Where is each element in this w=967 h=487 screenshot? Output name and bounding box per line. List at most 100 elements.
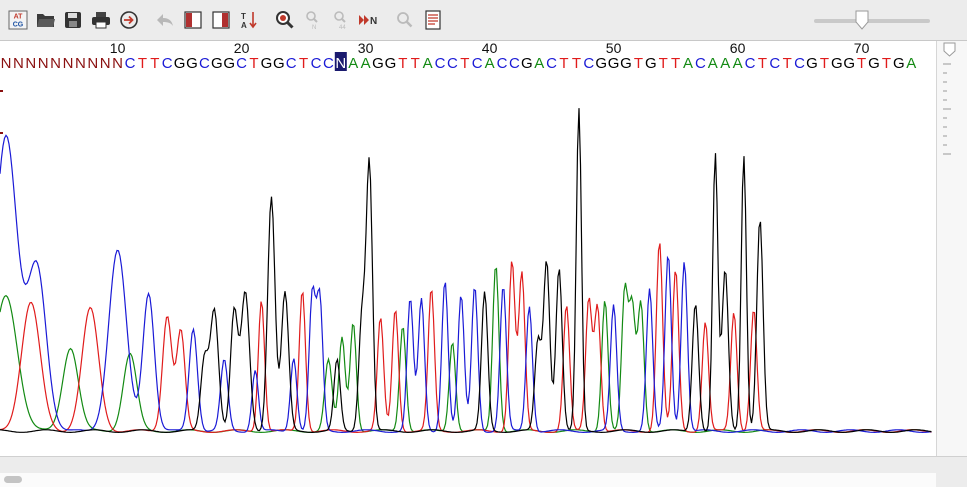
base-call[interactable]: G [608,55,620,72]
base-call[interactable]: N [100,55,111,72]
base-call[interactable]: A [708,55,718,72]
save-icon[interactable] [62,9,84,31]
base-call[interactable]: N [38,55,49,72]
base-call[interactable]: C [199,55,210,72]
base-call[interactable]: T [572,55,581,72]
zoom-slider-thumb[interactable] [854,10,870,30]
base-call[interactable]: T [559,55,568,72]
base-call[interactable]: N [13,55,24,72]
base-call[interactable]: G [843,55,855,72]
base-call[interactable]: N [25,55,36,72]
undo-icon[interactable] [154,9,176,31]
base-call[interactable]: C [323,55,334,72]
base-call[interactable]: C [125,55,136,72]
base-call[interactable]: C [769,55,780,72]
next-n-icon[interactable]: N [358,9,380,31]
find-icon[interactable]: N [302,9,324,31]
base-call[interactable]: C [472,55,483,72]
base-call[interactable]: T [150,55,159,72]
base-call[interactable]: T [411,55,420,72]
search-icon[interactable] [394,9,416,31]
base-call[interactable]: A [683,55,693,72]
base-call[interactable]: G [273,55,285,72]
base-call[interactable]: G [261,55,273,72]
base-call[interactable]: A [361,55,371,72]
base-call[interactable]: A [423,55,433,72]
base-call[interactable]: T [659,55,668,72]
base-call[interactable]: G [174,55,186,72]
vertical-scale-bar[interactable] [936,41,967,457]
base-call[interactable]: C [497,55,508,72]
base-call[interactable]: C [162,55,173,72]
base-call[interactable]: C [236,55,247,72]
base-call[interactable]: C [695,55,706,72]
svg-text:44: 44 [339,25,346,30]
base-call[interactable]: C [583,55,594,72]
base-call[interactable]: C [509,55,520,72]
base-call[interactable]: T [398,55,407,72]
zoom-icon[interactable] [274,9,296,31]
base-call[interactable]: N [1,55,12,72]
base-call[interactable]: T [460,55,469,72]
selected-base-highlight[interactable] [334,52,347,71]
base-call[interactable]: A [348,55,358,72]
print-icon[interactable] [90,9,112,31]
horizontal-scrollbar-thumb[interactable] [4,476,22,483]
base-call[interactable]: C [794,55,805,72]
base-call[interactable]: N [63,55,74,72]
base-call[interactable]: A [485,55,495,72]
base-call[interactable]: G [806,55,818,72]
atcg-logo-icon[interactable]: AT CG [7,9,29,31]
base-call[interactable]: A [720,55,730,72]
base-call[interactable]: G [223,55,235,72]
find-next-icon[interactable]: 44 [330,9,352,31]
navigate-arrow-icon[interactable] [118,9,140,31]
selected-base-call[interactable]: N [335,55,346,72]
base-call[interactable]: G [372,55,384,72]
base-call[interactable]: A [534,55,544,72]
base-call[interactable]: T [138,55,147,72]
base-call[interactable]: G [595,55,607,72]
base-call[interactable]: C [435,55,446,72]
base-call[interactable]: N [50,55,61,72]
trim-right-icon[interactable] [210,9,232,31]
base-call[interactable]: G [211,55,223,72]
notes-icon[interactable] [422,9,444,31]
base-call[interactable]: N [75,55,86,72]
base-call[interactable]: G [385,55,397,72]
base-call[interactable]: N [112,55,123,72]
base-call[interactable]: T [758,55,767,72]
base-call[interactable]: G [645,55,657,72]
open-folder-icon[interactable] [35,9,57,31]
trim-left-icon[interactable] [182,9,204,31]
base-call[interactable]: C [286,55,297,72]
base-call[interactable]: C [447,55,458,72]
base-call[interactable]: N [87,55,98,72]
base-call[interactable]: T [634,55,643,72]
base-call[interactable]: C [546,55,557,72]
base-call[interactable]: C [311,55,322,72]
zoom-slider[interactable] [814,10,930,32]
base-call[interactable]: T [857,55,866,72]
horizontal-scrollbar[interactable] [0,473,936,487]
base-call[interactable]: G [868,55,880,72]
base-call[interactable]: G [521,55,533,72]
base-call[interactable]: T [882,55,891,72]
base-call[interactable]: G [620,55,632,72]
base-call[interactable]: A [906,55,916,72]
base-call[interactable]: G [186,55,198,72]
base-call[interactable]: C [745,55,756,72]
base-call[interactable]: T [783,55,792,72]
base-call[interactable]: T [299,55,308,72]
base-call[interactable]: G [831,55,843,72]
base-call[interactable]: A [733,55,743,72]
base-call[interactable]: T [249,55,258,72]
base-call[interactable]: G [893,55,905,72]
base-call[interactable]: T [671,55,680,72]
vertical-scale-thumb[interactable] [943,42,956,57]
zoom-slider-track[interactable] [814,19,930,23]
base-call[interactable]: T [820,55,829,72]
